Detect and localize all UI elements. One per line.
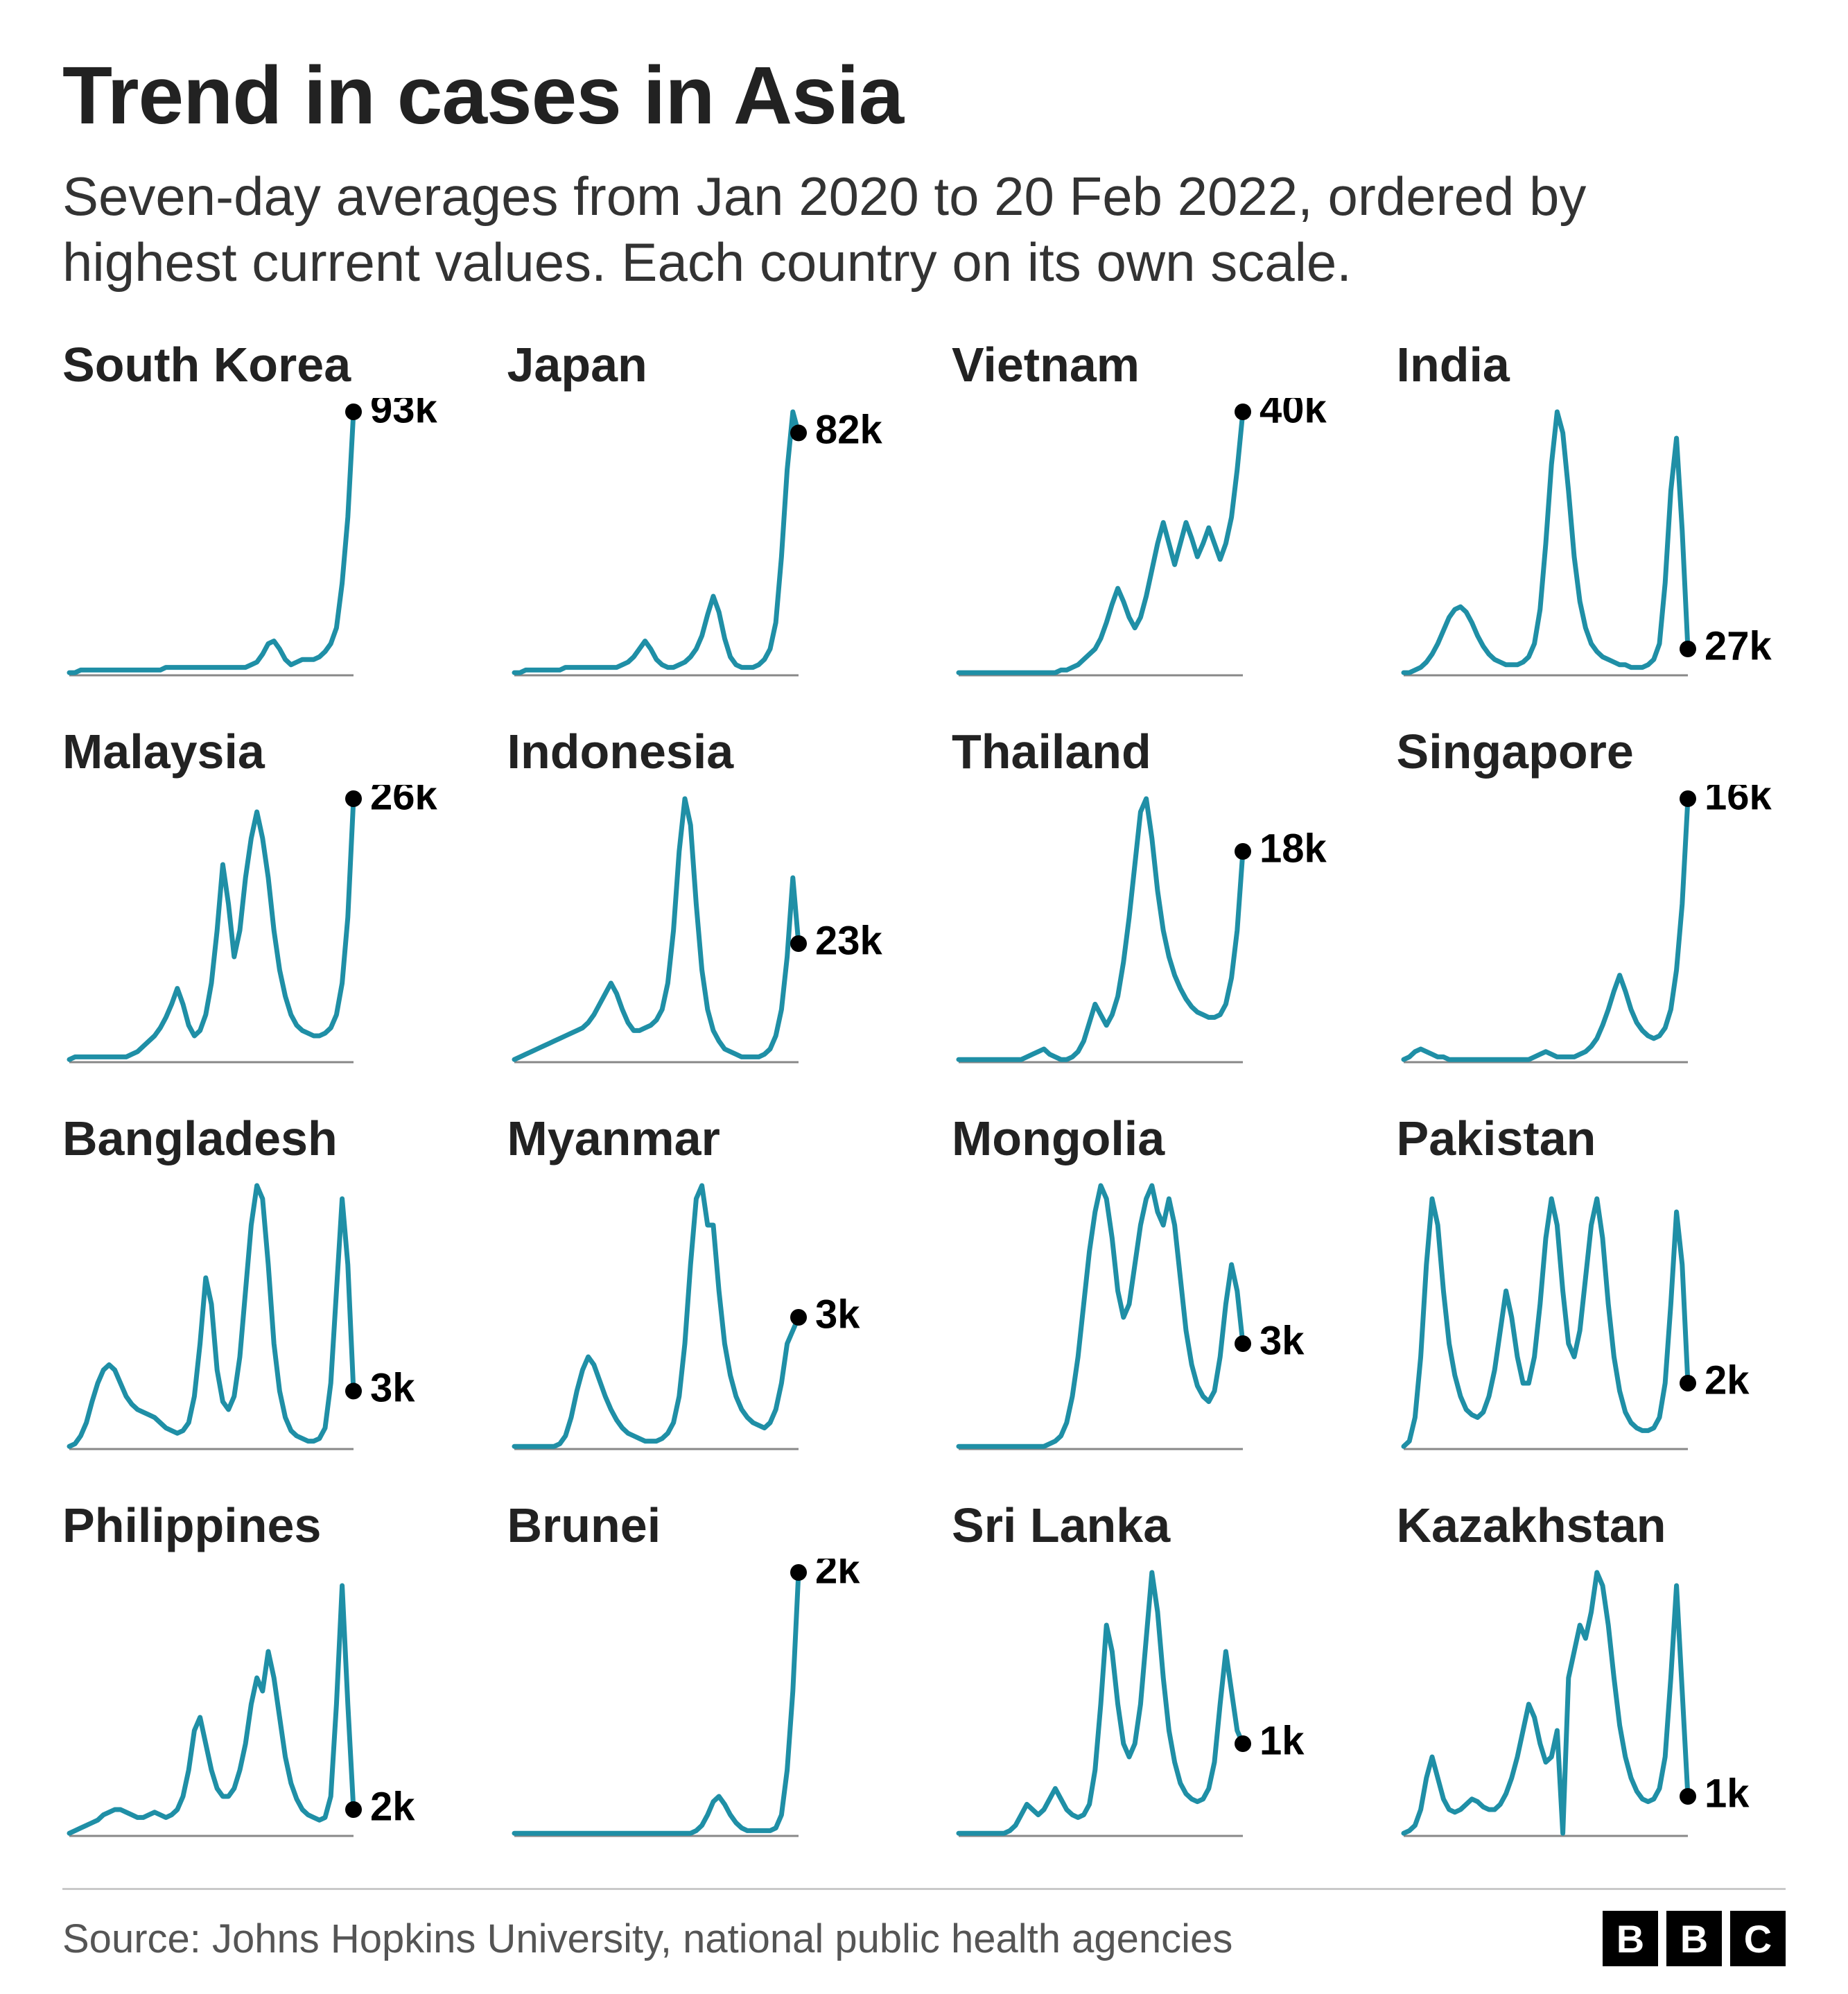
country-name: Vietnam	[952, 337, 1341, 392]
country-name: Indonesia	[507, 724, 897, 779]
end-marker	[790, 1564, 807, 1581]
country-name: Myanmar	[507, 1111, 897, 1166]
country-panel: Myanmar 3k	[507, 1111, 897, 1463]
country-panel: South Korea 93k	[62, 337, 452, 689]
country-name: Japan	[507, 337, 897, 392]
end-marker	[1680, 1788, 1696, 1805]
end-value-label: 40k	[1259, 398, 1327, 431]
end-marker	[345, 790, 362, 807]
sparkline: 2k	[507, 1559, 896, 1850]
end-value-label: 2k	[370, 1785, 415, 1830]
country-name: Brunei	[507, 1498, 897, 1553]
country-panel: Thailand 18k	[952, 724, 1341, 1076]
country-panel: Sri Lanka 1k	[952, 1498, 1341, 1850]
country-name: Thailand	[952, 724, 1341, 779]
end-marker	[1680, 641, 1696, 657]
country-name: Kazakhstan	[1397, 1498, 1786, 1553]
sparkline: 40k	[952, 398, 1340, 689]
page-title: Trend in cases in Asia	[62, 49, 1786, 143]
end-value-label: 27k	[1705, 624, 1772, 669]
end-marker	[1235, 404, 1251, 420]
end-marker	[345, 404, 362, 420]
end-marker	[1235, 843, 1251, 860]
country-name: Bangladesh	[62, 1111, 452, 1166]
sparkline: 2k	[62, 1559, 451, 1850]
end-value-label: 26k	[370, 785, 438, 818]
end-marker	[345, 1383, 362, 1400]
bbc-logo: BBC	[1603, 1911, 1786, 1966]
end-value-label: 1k	[1259, 1719, 1305, 1764]
end-marker	[1235, 1335, 1251, 1352]
sparkline: 23k	[507, 785, 896, 1076]
country-panel: Vietnam 40k	[952, 337, 1341, 689]
end-value-label: 3k	[815, 1292, 860, 1337]
end-value-label: 23k	[815, 919, 883, 964]
country-name: South Korea	[62, 337, 452, 392]
end-value-label: 3k	[1259, 1319, 1305, 1364]
end-value-label: 2k	[1705, 1358, 1750, 1403]
bbc-logo-block: B	[1603, 1911, 1658, 1966]
country-name: Mongolia	[952, 1111, 1341, 1166]
country-panel: Pakistan 2k	[1397, 1111, 1786, 1463]
end-value-label: 16k	[1705, 785, 1772, 818]
end-value-label: 18k	[1259, 826, 1327, 872]
country-panel: Malaysia 26k	[62, 724, 452, 1076]
end-marker	[790, 425, 807, 442]
sparkline: 16k	[1397, 785, 1785, 1076]
sparkline: 1k	[1397, 1559, 1785, 1850]
country-name: India	[1397, 337, 1786, 392]
country-panel: Indonesia 23k	[507, 724, 897, 1076]
end-marker	[1680, 790, 1696, 807]
sparkline: 3k	[62, 1172, 451, 1463]
country-name: Philippines	[62, 1498, 452, 1553]
source-line: Source: Johns Hopkins University, nation…	[62, 1916, 1232, 1962]
sparkline: 26k	[62, 785, 451, 1076]
country-panel: Brunei 2k	[507, 1498, 897, 1850]
small-multiples-grid: South Korea 93k Japan 82k Vietnam 40k India 27k…	[62, 337, 1786, 1850]
end-marker	[345, 1801, 362, 1818]
bbc-logo-block: B	[1666, 1911, 1722, 1966]
page-subtitle: Seven-day averages from Jan 2020 to 20 F…	[62, 164, 1761, 295]
end-value-label: 2k	[815, 1559, 860, 1592]
end-marker	[790, 935, 807, 952]
sparkline: 82k	[507, 398, 896, 689]
end-marker	[1235, 1735, 1251, 1752]
sparkline: 27k	[1397, 398, 1785, 689]
country-name: Pakistan	[1397, 1111, 1786, 1166]
end-value-label: 1k	[1705, 1771, 1750, 1817]
end-value-label: 82k	[815, 408, 883, 453]
sparkline: 18k	[952, 785, 1340, 1076]
sparkline: 93k	[62, 398, 451, 689]
country-panel: Bangladesh 3k	[62, 1111, 452, 1463]
end-marker	[1680, 1375, 1696, 1392]
country-panel: India 27k	[1397, 337, 1786, 689]
sparkline: 1k	[952, 1559, 1340, 1850]
country-panel: Japan 82k	[507, 337, 897, 689]
sparkline: 3k	[952, 1172, 1340, 1463]
sparkline: 3k	[507, 1172, 896, 1463]
country-panel: Kazakhstan 1k	[1397, 1498, 1786, 1850]
country-name: Malaysia	[62, 724, 452, 779]
sparkline: 2k	[1397, 1172, 1785, 1463]
country-name: Singapore	[1397, 724, 1786, 779]
country-panel: Mongolia 3k	[952, 1111, 1341, 1463]
infographic-root: Trend in cases in Asia Seven-day average…	[0, 0, 1848, 1994]
country-panel: Philippines 2k	[62, 1498, 452, 1850]
bbc-logo-block: C	[1730, 1911, 1786, 1966]
end-value-label: 3k	[370, 1366, 415, 1411]
end-marker	[790, 1309, 807, 1326]
footer: Source: Johns Hopkins University, nation…	[62, 1888, 1786, 1966]
country-name: Sri Lanka	[952, 1498, 1341, 1553]
end-value-label: 93k	[370, 398, 438, 431]
country-panel: Singapore 16k	[1397, 724, 1786, 1076]
